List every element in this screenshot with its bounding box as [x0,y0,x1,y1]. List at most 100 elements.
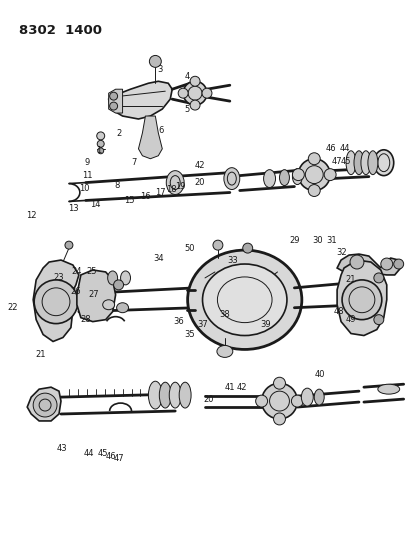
Ellipse shape [120,271,131,285]
Text: 44: 44 [83,449,94,458]
Text: 26: 26 [71,287,81,296]
Text: 32: 32 [337,248,347,256]
Ellipse shape [179,382,191,408]
Text: 27: 27 [88,290,99,300]
Circle shape [262,383,298,419]
Ellipse shape [224,168,240,190]
Text: 43: 43 [57,445,67,453]
Text: 48: 48 [334,307,344,316]
Text: 9: 9 [84,158,90,167]
Circle shape [213,240,223,250]
Text: 16: 16 [140,192,151,201]
Circle shape [374,314,384,325]
Text: 42: 42 [195,161,205,170]
Circle shape [110,92,118,100]
Ellipse shape [354,151,364,175]
Circle shape [183,81,207,105]
Circle shape [33,393,57,417]
Circle shape [256,395,268,407]
Circle shape [190,76,200,86]
Text: 15: 15 [124,196,135,205]
Ellipse shape [203,264,287,336]
Circle shape [308,153,320,165]
Text: 44: 44 [340,144,350,154]
Polygon shape [337,254,401,275]
Polygon shape [139,116,162,159]
Text: 10: 10 [80,184,90,193]
Text: 42: 42 [236,383,247,392]
Circle shape [97,132,105,140]
Text: 23: 23 [54,273,64,282]
Circle shape [308,184,320,197]
Ellipse shape [279,169,289,185]
Text: 38: 38 [219,310,230,319]
Ellipse shape [159,382,171,408]
Ellipse shape [188,250,302,350]
Circle shape [274,413,286,425]
Text: 21: 21 [346,276,356,285]
Circle shape [110,102,118,110]
Ellipse shape [166,171,184,195]
Text: 19: 19 [175,182,185,191]
Text: 45: 45 [97,449,108,458]
Circle shape [113,280,124,290]
Text: 30: 30 [312,236,323,245]
Text: 21: 21 [36,350,46,359]
Circle shape [298,159,330,190]
Circle shape [98,148,104,154]
Text: 40: 40 [315,370,326,379]
Text: 12: 12 [26,211,37,220]
Circle shape [190,100,200,110]
Text: 5: 5 [185,104,190,114]
Text: 31: 31 [326,236,337,245]
Text: 34: 34 [153,254,164,263]
Ellipse shape [361,151,371,175]
Ellipse shape [378,384,399,394]
Text: 45: 45 [341,157,351,166]
Text: 22: 22 [7,303,18,312]
Text: 8: 8 [114,181,119,190]
Ellipse shape [292,168,302,184]
Text: 11: 11 [83,171,93,180]
Ellipse shape [169,382,181,408]
Circle shape [292,168,304,181]
Text: 14: 14 [90,200,101,209]
Circle shape [149,55,161,67]
Ellipse shape [263,169,275,188]
Circle shape [34,280,78,324]
Text: 18: 18 [166,185,177,194]
Circle shape [381,258,393,270]
Text: 46: 46 [105,452,116,461]
Text: 37: 37 [198,320,208,329]
Text: 47: 47 [332,157,342,166]
Ellipse shape [346,151,356,175]
Text: 6: 6 [159,126,164,135]
Circle shape [202,88,212,98]
Circle shape [350,255,364,269]
Ellipse shape [374,150,394,175]
Polygon shape [337,260,387,336]
Text: 28: 28 [81,315,91,324]
Text: 36: 36 [173,317,184,326]
Text: 1: 1 [96,146,102,155]
Text: 20: 20 [204,394,214,403]
Polygon shape [109,81,172,119]
Circle shape [342,280,382,320]
Text: 3: 3 [158,65,163,74]
Circle shape [291,395,303,407]
Polygon shape [109,89,122,113]
Ellipse shape [117,303,129,313]
Text: 47: 47 [113,454,124,463]
Text: 39: 39 [260,320,271,329]
Circle shape [274,377,286,389]
Ellipse shape [368,151,378,175]
Ellipse shape [148,381,162,409]
Text: 29: 29 [289,236,300,245]
Text: 25: 25 [87,268,97,277]
Ellipse shape [108,271,118,285]
Text: 49: 49 [346,315,356,324]
Ellipse shape [217,345,233,358]
Text: 17: 17 [155,188,166,197]
Circle shape [324,168,336,181]
Text: 7: 7 [132,158,137,167]
